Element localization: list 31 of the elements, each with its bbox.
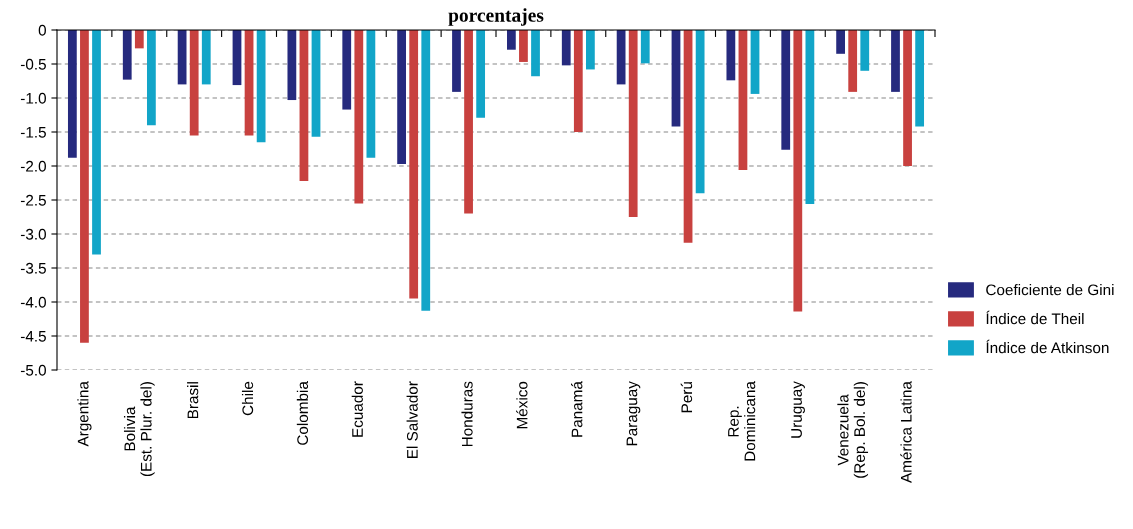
legend-label: Índice de Theil: [986, 310, 1084, 325]
y-tick-label: -5.0: [20, 364, 46, 376]
y-tick-label: -2.0: [20, 160, 46, 172]
x-tick-label: Panamá: [571, 381, 583, 437]
x-tick-label: Chile: [241, 381, 254, 416]
x-tick-label: Perú: [680, 382, 693, 413]
x-tick-label: México: [516, 381, 528, 429]
x-tick-label: América Latina: [900, 381, 912, 483]
x-tick-label: El Salvador: [406, 381, 418, 458]
x-tick-label: Argentina: [77, 381, 92, 447]
legend-label: Índice de Atkinson: [986, 339, 1109, 354]
x-tick-label: Colombia: [296, 381, 309, 445]
x-tick-label: Venezuela (Rep. Bol. del): [837, 382, 869, 478]
legend-label: Coeficiente de Gini: [986, 284, 1114, 296]
x-tick-label: Honduras: [461, 381, 473, 447]
y-tick-label: -4.5: [20, 331, 46, 342]
x-tick-label: Brasil: [187, 382, 199, 419]
chart-title: porcentajes: [448, 8, 544, 26]
y-tick-label: -0.5: [20, 58, 46, 70]
y-tick-label: -3.5: [20, 262, 46, 274]
x-tick-label: Paraguay: [626, 381, 641, 446]
y-tick-label: -1.5: [20, 127, 46, 138]
y-tick-label: -2.5: [20, 194, 46, 206]
y-tick-label: -1.0: [20, 92, 46, 104]
x-tick-label: Rep. Dominicana: [728, 381, 756, 461]
x-tick-label: Ecuador: [351, 381, 363, 437]
y-tick-label: -3.0: [20, 228, 46, 240]
x-tick-label: Uruguay: [791, 381, 805, 438]
y-tick-label: -4.0: [20, 296, 46, 308]
x-tick-label: Bolivia (Est. Plur. del): [123, 382, 155, 477]
y-tick-label: 0: [38, 24, 46, 36]
